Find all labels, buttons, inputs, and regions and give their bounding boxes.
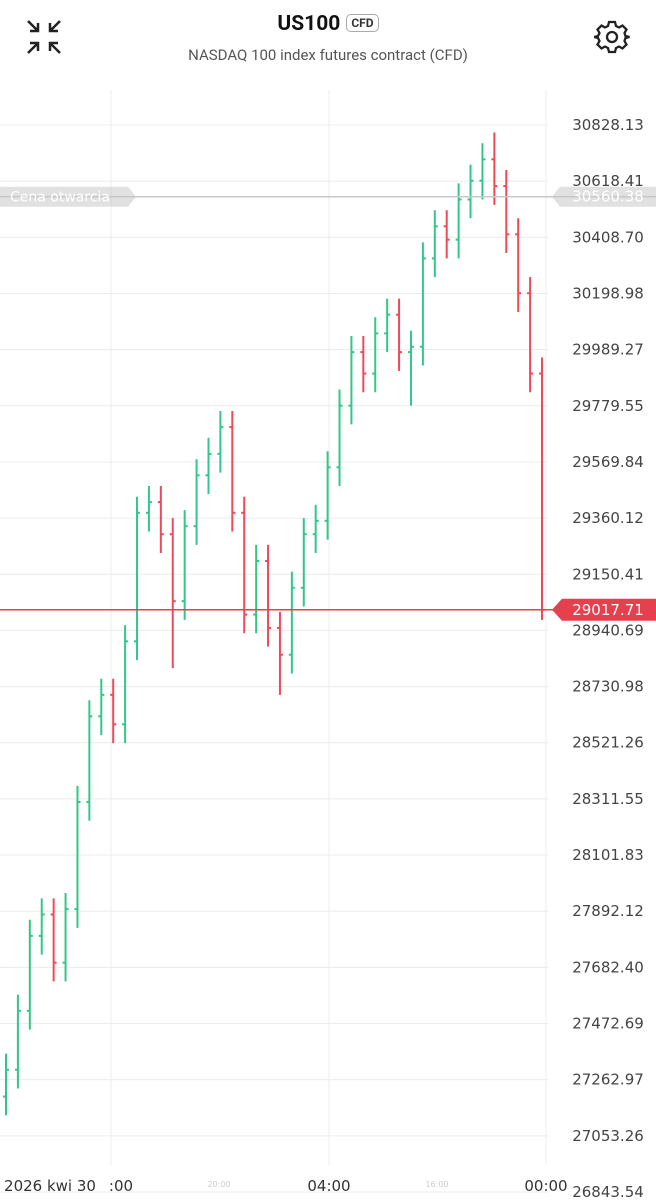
settings-button[interactable]: [594, 19, 630, 55]
y-tick-label: 27682.40: [572, 958, 644, 976]
open-price-value: 30560.38: [572, 188, 644, 206]
y-tick-label: 29150.41: [572, 565, 644, 583]
y-tick-label: 28521.26: [572, 734, 644, 752]
y-tick-label: 28730.98: [572, 678, 644, 696]
y-tick-label: 30828.13: [572, 116, 644, 134]
y-tick-label: 30198.98: [572, 284, 644, 302]
time-grid: [110, 90, 547, 1165]
y-tick-label: 29569.84: [572, 453, 644, 471]
title-row: US100 CFD: [0, 12, 656, 36]
y-tick-label: 27472.69: [572, 1015, 644, 1033]
time-label: 04:00: [307, 1177, 350, 1195]
y-tick-label: 29360.12: [572, 509, 644, 527]
y-tick-label: 29779.55: [572, 397, 644, 415]
open-price-label: Cena otwarcia: [10, 190, 110, 206]
y-tick-label: 27892.12: [572, 902, 644, 920]
date-label: 2026 kwi 30: [4, 1177, 96, 1195]
y-tick-label: 28940.69: [572, 621, 644, 639]
collapse-button[interactable]: [25, 18, 63, 56]
y-tick-label: 27053.26: [572, 1127, 644, 1145]
current-price-tag: [552, 598, 656, 621]
y-tick-label: 29989.27: [572, 341, 644, 359]
y-tick-label: 27262.97: [572, 1071, 644, 1089]
y-tick-label: 26843.54: [572, 1183, 644, 1200]
badge: CFD: [346, 14, 379, 32]
open-price-tag: [0, 186, 136, 207]
current-price-value: 29017.71: [572, 601, 644, 619]
time-label: 16:00: [425, 1180, 448, 1189]
symbol: US100: [277, 12, 341, 36]
open-price-axis-tag: [552, 186, 656, 207]
header: US100 CFD NASDAQ 100 index futures contra…: [0, 0, 656, 80]
y-tick-label: 28311.55: [572, 790, 644, 808]
subtitle: NASDAQ 100 index futures contract (CFD): [188, 46, 468, 64]
time-label: 20:00: [207, 1180, 230, 1189]
y-tick-label: 30408.70: [572, 228, 644, 246]
y-tick-label: 28101.83: [572, 846, 644, 864]
time-label: 00:00: [524, 1177, 567, 1195]
time-label: :00: [109, 1177, 133, 1195]
y-tick-label: 30618.41: [572, 172, 644, 190]
